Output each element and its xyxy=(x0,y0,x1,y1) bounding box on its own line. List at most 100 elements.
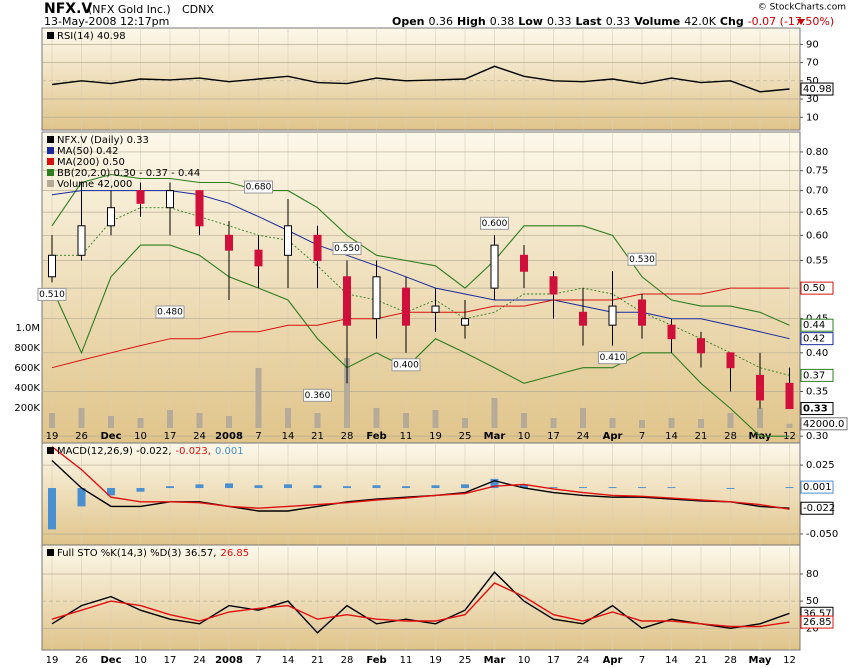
value-box-label: 0.50 xyxy=(803,283,825,294)
x-tick-label: 19 xyxy=(429,431,442,442)
x-tick-label: 28 xyxy=(724,431,737,442)
value-box xyxy=(800,318,834,332)
symbol: NFX.V xyxy=(44,1,92,17)
annotation-box xyxy=(37,287,67,301)
histogram-bar xyxy=(461,484,469,489)
x-tick-label: Apr xyxy=(603,431,623,442)
legend-icon xyxy=(47,32,54,39)
candle-body xyxy=(254,249,263,267)
x-tick-label: 24 xyxy=(577,431,590,442)
company-name: (NFX Gold Inc.) xyxy=(88,3,171,16)
candle-body xyxy=(77,225,86,256)
legend-entry: Full STO %K(14,3) %D(3) 36.57, xyxy=(57,548,216,559)
legend-entry: -0.023, xyxy=(176,446,211,457)
x-tick-label: 17 xyxy=(547,431,560,442)
value-box-label: 0.33 xyxy=(803,404,828,415)
histogram-bar xyxy=(667,487,676,489)
x-tick-label: 21 xyxy=(311,431,324,442)
volume-bar xyxy=(344,358,350,428)
x-tick-label: 21 xyxy=(695,655,708,666)
volume-tick-label: 200K xyxy=(14,403,40,414)
candle-body xyxy=(549,276,558,295)
y-tick-label: 50 xyxy=(806,596,819,607)
volume-bar xyxy=(698,419,704,428)
x-tick-label: 7 xyxy=(639,655,645,666)
y-tick-label: 0.55 xyxy=(806,256,828,267)
quote-value: 0.36 xyxy=(429,15,454,28)
annotation-label: 0.510 xyxy=(39,290,65,300)
annotation-box xyxy=(244,180,273,194)
value-box xyxy=(800,417,848,431)
y-tick-label: 10 xyxy=(806,112,819,123)
legend-entry: 26.85 xyxy=(220,548,249,559)
histogram-bar xyxy=(726,488,735,489)
volume-bar xyxy=(786,423,793,428)
indicator-line xyxy=(51,65,790,93)
annotation-box xyxy=(627,252,657,266)
y-tick-label: 0.70 xyxy=(806,186,828,197)
histogram-bar xyxy=(107,488,115,496)
candle-body xyxy=(667,324,676,340)
candle-body xyxy=(490,244,499,289)
histogram-bar xyxy=(638,487,646,489)
y-tick-label: 0.65 xyxy=(806,207,828,218)
value-box xyxy=(800,368,834,382)
x-tick-label: Apr xyxy=(603,655,623,666)
x-tick-label: 10 xyxy=(134,431,147,442)
volume-bar xyxy=(403,413,409,428)
histogram-bar xyxy=(343,486,351,489)
legend: MACD(12,26,9) -0.022, -0.023, 0.001 xyxy=(57,446,244,457)
volume-bar xyxy=(49,413,55,428)
candle-body xyxy=(461,318,469,326)
histogram-bar xyxy=(520,484,528,489)
quote-value: 0.33 xyxy=(606,15,631,28)
y-tick-label: 0.60 xyxy=(806,230,828,241)
exchange: CDNX xyxy=(182,3,214,16)
x-tick-label: May xyxy=(749,655,772,666)
candle-body xyxy=(372,276,381,320)
volume-bar xyxy=(491,398,498,428)
value-box xyxy=(800,615,834,629)
bollinger-upper xyxy=(51,173,790,326)
histogram-bar xyxy=(785,487,794,489)
x-tick-label: 21 xyxy=(695,431,708,442)
legend-entry: MACD(12,26,9) -0.022, xyxy=(57,446,172,457)
histogram-bar xyxy=(549,487,558,489)
volume-bar xyxy=(108,416,114,428)
bollinger-middle xyxy=(52,207,790,376)
value-box xyxy=(800,332,834,346)
legend-icon xyxy=(47,549,54,556)
x-tick-label: 14 xyxy=(665,655,678,666)
y-tick-label: 70 xyxy=(806,58,819,69)
candle-body xyxy=(343,276,351,326)
quote-label: Last xyxy=(575,15,601,28)
x-tick-label: 7 xyxy=(255,431,261,442)
y-tick-label: 20 xyxy=(806,623,819,634)
volume-bar xyxy=(196,413,203,428)
timestamp: 13-May-2008 12:17pm xyxy=(44,15,169,28)
histogram-bar xyxy=(431,485,440,489)
x-tick-label: Feb xyxy=(366,655,386,666)
legend-entry: Volume 42,000 xyxy=(57,179,132,190)
legend-entry: RSI(14) 40.98 xyxy=(57,31,126,42)
candle-body xyxy=(638,299,646,326)
candle-body xyxy=(608,305,617,326)
volume-tick-label: 600K xyxy=(14,363,40,374)
histogram-bar xyxy=(166,486,174,489)
x-tick-label: 26 xyxy=(75,431,88,442)
histogram-bar xyxy=(490,478,499,489)
x-tick-label: Feb xyxy=(366,431,386,442)
x-tick-label: 7 xyxy=(255,655,261,666)
legend: RSI(14) 40.98 xyxy=(57,31,126,42)
x-tick-label: 28 xyxy=(724,655,737,666)
x-tick-label: 24 xyxy=(193,431,206,442)
volume-tick-label: 800K xyxy=(14,343,40,354)
value-box-label: 26.85 xyxy=(803,617,832,628)
value-box-label: 0.001 xyxy=(803,482,832,493)
histogram-bar xyxy=(313,485,322,489)
x-tick-label: 10 xyxy=(134,655,147,666)
quote-label: High xyxy=(457,15,486,28)
x-tick-label: 28 xyxy=(341,655,354,666)
value-box xyxy=(800,281,834,295)
annotation-label: 0.360 xyxy=(305,391,331,401)
